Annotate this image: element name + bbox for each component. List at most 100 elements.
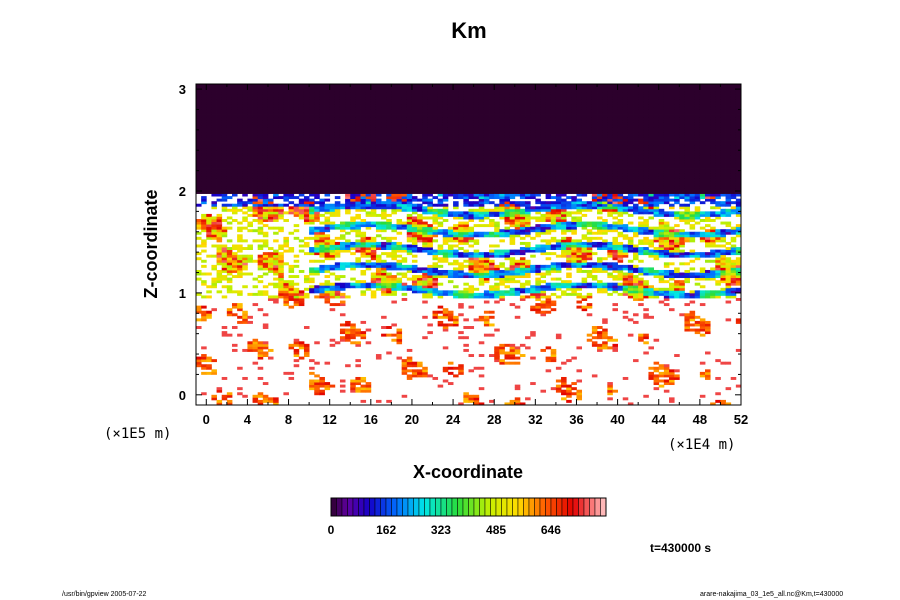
heat-cell [329,99,336,103]
heat-cell [530,101,536,105]
heat-cell [370,213,377,217]
heat-cell [273,216,279,220]
heat-cell [283,109,289,113]
heat-cell [339,96,346,100]
heat-cell [422,211,428,215]
heat-cell [530,333,536,337]
heat-cell [463,114,469,118]
heat-cell [530,226,536,230]
heat-cell [345,162,351,166]
heat-cell [468,287,475,291]
heat-cell [206,229,212,233]
heat-cell [216,226,223,230]
heat-cell [473,399,480,403]
heat-cell [483,127,490,131]
heat-cell [432,229,439,233]
heat-cell [252,91,259,95]
heat-cell [298,129,305,133]
heat-cell [329,282,336,286]
heat-cell [298,157,305,161]
heat-cell [525,201,531,205]
heat-cell [329,247,336,250]
heat-cell [458,162,464,166]
heat-cell [345,336,351,340]
heat-cell [525,219,531,222]
heat-cell [206,114,212,118]
heat-cell [499,137,505,141]
heat-cell [375,127,382,131]
heat-cell [231,109,238,113]
heat-cell [329,106,336,110]
heat-cell [288,157,295,161]
heat-cell [350,160,356,164]
heat-cell [453,272,459,276]
heat-cell [267,168,274,172]
heat-cell [206,112,212,115]
heat-cell [504,168,511,172]
heat-cell [473,132,480,136]
heat-cell [463,117,469,121]
heat-cell [386,326,392,329]
heat-cell [360,201,367,205]
heat-cell [396,117,403,121]
heat-cell [453,262,459,266]
heat-cell [226,119,233,123]
heat-cell [381,99,387,103]
heat-cell [427,132,433,136]
heat-cell [530,254,536,258]
heat-cell [381,285,387,289]
heat-cell [411,254,418,258]
heat-cell [411,101,418,105]
heat-cell [211,84,217,87]
heat-cell [237,96,243,100]
heat-cell [319,244,325,248]
heat-cell [504,180,511,184]
heat-cell [468,226,475,230]
heat-cell [525,259,531,263]
heat-cell [247,198,253,202]
heat-cell [437,252,444,256]
heat-cell [514,292,521,296]
heat-cell [381,173,387,177]
heat-cell [262,99,269,103]
heat-cell [206,89,212,93]
heat-cell [509,91,516,95]
heat-cell [365,155,372,159]
heat-cell [463,264,469,268]
heat-cell [298,127,305,131]
heat-cell [427,208,433,212]
heat-cell [339,155,346,159]
heat-cell [303,354,310,357]
heat-cell [324,191,331,194]
heat-cell [298,119,305,123]
heat-cell [339,170,346,174]
heat-cell [334,282,341,286]
heat-cell [365,285,372,289]
heat-cell [442,117,449,121]
heat-cell [360,206,367,210]
heat-cell [293,300,300,304]
heat-cell [499,262,505,266]
heat-cell [345,165,351,169]
heat-cell [525,134,531,138]
heat-cell [396,185,403,189]
heat-cell [273,208,279,212]
heat-cell [427,180,433,184]
heat-cell [370,134,377,138]
heat-cell [339,226,346,230]
heat-cell [221,152,228,156]
heat-cell [350,267,356,271]
heat-cell [293,147,300,151]
heat-cell [298,106,305,110]
heat-cell [309,272,315,276]
heat-cell [278,124,284,128]
heat-cell [309,231,315,235]
heat-cell [375,170,382,174]
heat-cell [432,145,439,149]
heat-cell [458,193,464,197]
heat-cell [273,157,279,161]
heat-cell [478,117,485,121]
heat-cell [247,229,253,233]
heat-cell [442,254,449,258]
heat-cell [242,84,248,87]
